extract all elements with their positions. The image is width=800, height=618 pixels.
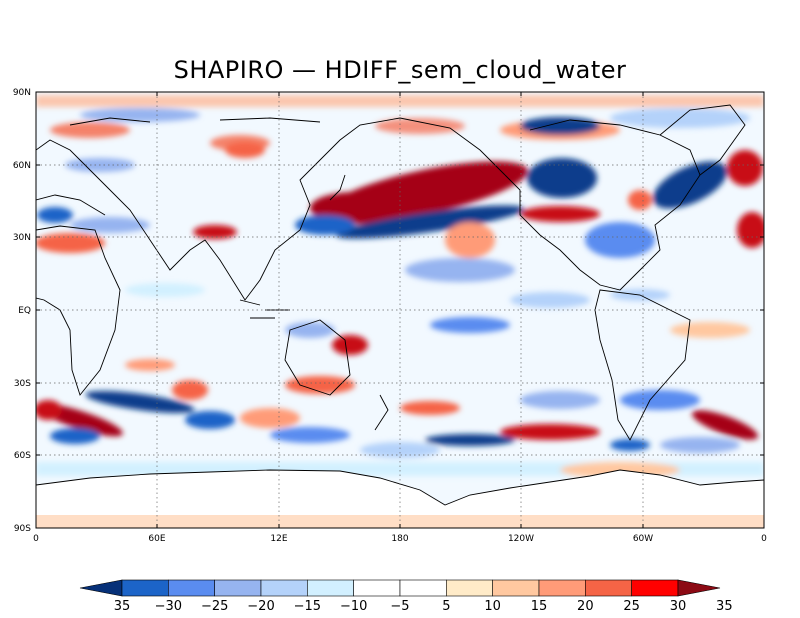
- colorbar-label: 15: [531, 599, 548, 614]
- lat-label-60n: 60N: [13, 161, 31, 171]
- colorbar-label: 20: [577, 599, 594, 614]
- lat-label-30n: 30N: [13, 233, 31, 243]
- colorbar-box: [121, 579, 169, 597]
- colorbar-box: [492, 579, 540, 597]
- lat-label-90n: 90N: [13, 88, 31, 98]
- lon-label-60e: 60E: [148, 534, 165, 544]
- colorbar-label: 10: [484, 599, 501, 614]
- lon-label-120e: 12E: [270, 534, 287, 544]
- lat-label-90s: 90S: [14, 524, 31, 534]
- colorbar-arrow-high: [677, 579, 721, 597]
- colorbar-box: [214, 579, 262, 597]
- lon-label-180: 180: [391, 534, 408, 544]
- colorbar-label: 35: [114, 599, 131, 614]
- lat-label-30s: 30S: [14, 379, 31, 389]
- colorbar-box: [260, 579, 308, 597]
- colorbar-label: 25: [623, 599, 640, 614]
- colorbar: 35 −30 −25 −20 −15 −10 −5 5 10 15 20 25 30 35: [79, 579, 733, 614]
- lon-label-120w: 120W: [508, 534, 534, 544]
- plot-title: SHAPIRO — HDIFF_sem_cloud_water: [173, 56, 627, 84]
- colorbar-label: −10: [340, 599, 367, 614]
- lon-label-0-east: 0: [761, 534, 767, 544]
- colorbar-box: [446, 579, 493, 597]
- lat-label-60s: 60S: [14, 451, 31, 461]
- lon-label-0: 0: [33, 534, 39, 544]
- colorbar-box: [353, 579, 401, 597]
- colorbar-box: [538, 579, 586, 597]
- colorbar-label: −5: [390, 599, 409, 614]
- colorbar-box: [168, 579, 215, 597]
- colorbar-box: [307, 579, 354, 597]
- colorbar-label: 35: [716, 599, 733, 614]
- lon-label-60w: 60W: [633, 534, 653, 544]
- colorbar-label: −20: [247, 599, 274, 614]
- colorbar-label: −30: [155, 599, 182, 614]
- colorbar-box: [399, 579, 447, 597]
- colorbar-label: −15: [294, 599, 321, 614]
- colorbar-label: 30: [670, 599, 687, 614]
- lat-label-eq: EQ: [18, 306, 31, 316]
- graticule: [36, 92, 764, 528]
- colorbar-label: 5: [442, 599, 450, 614]
- colorbar-arrow-low: [79, 579, 123, 597]
- colorbar-box: [585, 579, 632, 597]
- colorbar-box: [631, 579, 679, 597]
- colorbar-label: −25: [201, 599, 228, 614]
